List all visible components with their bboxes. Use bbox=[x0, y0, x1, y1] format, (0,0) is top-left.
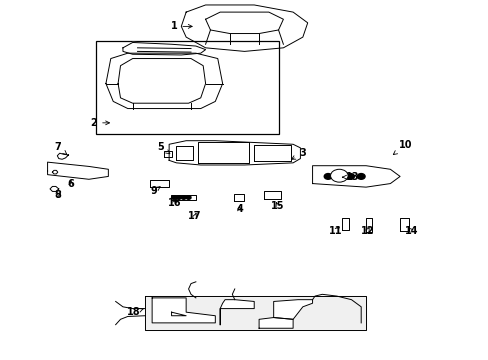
Polygon shape bbox=[399, 217, 408, 231]
Text: 9: 9 bbox=[150, 186, 160, 197]
Polygon shape bbox=[273, 300, 312, 319]
Text: 3: 3 bbox=[291, 148, 305, 159]
Polygon shape bbox=[171, 312, 186, 316]
Text: 10: 10 bbox=[392, 140, 412, 154]
Text: 16: 16 bbox=[167, 198, 181, 208]
Circle shape bbox=[181, 196, 186, 199]
Text: 14: 14 bbox=[404, 226, 417, 236]
Polygon shape bbox=[259, 318, 292, 328]
Polygon shape bbox=[152, 298, 215, 323]
Text: 17: 17 bbox=[188, 211, 201, 221]
Polygon shape bbox=[170, 195, 196, 200]
Circle shape bbox=[186, 196, 191, 199]
Text: 8: 8 bbox=[54, 190, 61, 200]
Text: 7: 7 bbox=[54, 142, 67, 154]
Polygon shape bbox=[144, 296, 366, 330]
Polygon shape bbox=[106, 53, 222, 109]
Circle shape bbox=[335, 174, 343, 179]
Text: 13: 13 bbox=[342, 172, 359, 182]
Text: 4: 4 bbox=[236, 204, 243, 214]
Text: 6: 6 bbox=[67, 179, 74, 189]
Circle shape bbox=[324, 174, 331, 179]
Polygon shape bbox=[50, 186, 59, 192]
Polygon shape bbox=[312, 166, 399, 187]
Polygon shape bbox=[341, 217, 348, 230]
Circle shape bbox=[346, 174, 354, 179]
Text: 5: 5 bbox=[157, 142, 169, 154]
Bar bbox=[96, 41, 278, 134]
Polygon shape bbox=[149, 180, 169, 187]
Text: 2: 2 bbox=[90, 118, 109, 128]
Text: 15: 15 bbox=[270, 201, 284, 211]
Text: 12: 12 bbox=[360, 226, 373, 236]
Circle shape bbox=[171, 196, 176, 199]
Polygon shape bbox=[164, 152, 171, 157]
Circle shape bbox=[330, 169, 347, 182]
Polygon shape bbox=[220, 300, 254, 325]
Circle shape bbox=[176, 196, 181, 199]
Polygon shape bbox=[233, 194, 243, 202]
Circle shape bbox=[357, 174, 365, 179]
Polygon shape bbox=[47, 162, 108, 179]
Polygon shape bbox=[122, 42, 205, 55]
Polygon shape bbox=[181, 5, 307, 51]
Polygon shape bbox=[366, 217, 372, 232]
Polygon shape bbox=[57, 153, 68, 159]
Text: 1: 1 bbox=[170, 21, 192, 31]
Text: 18: 18 bbox=[127, 307, 143, 317]
Polygon shape bbox=[169, 141, 300, 165]
Polygon shape bbox=[264, 192, 281, 199]
Text: 11: 11 bbox=[328, 226, 342, 236]
